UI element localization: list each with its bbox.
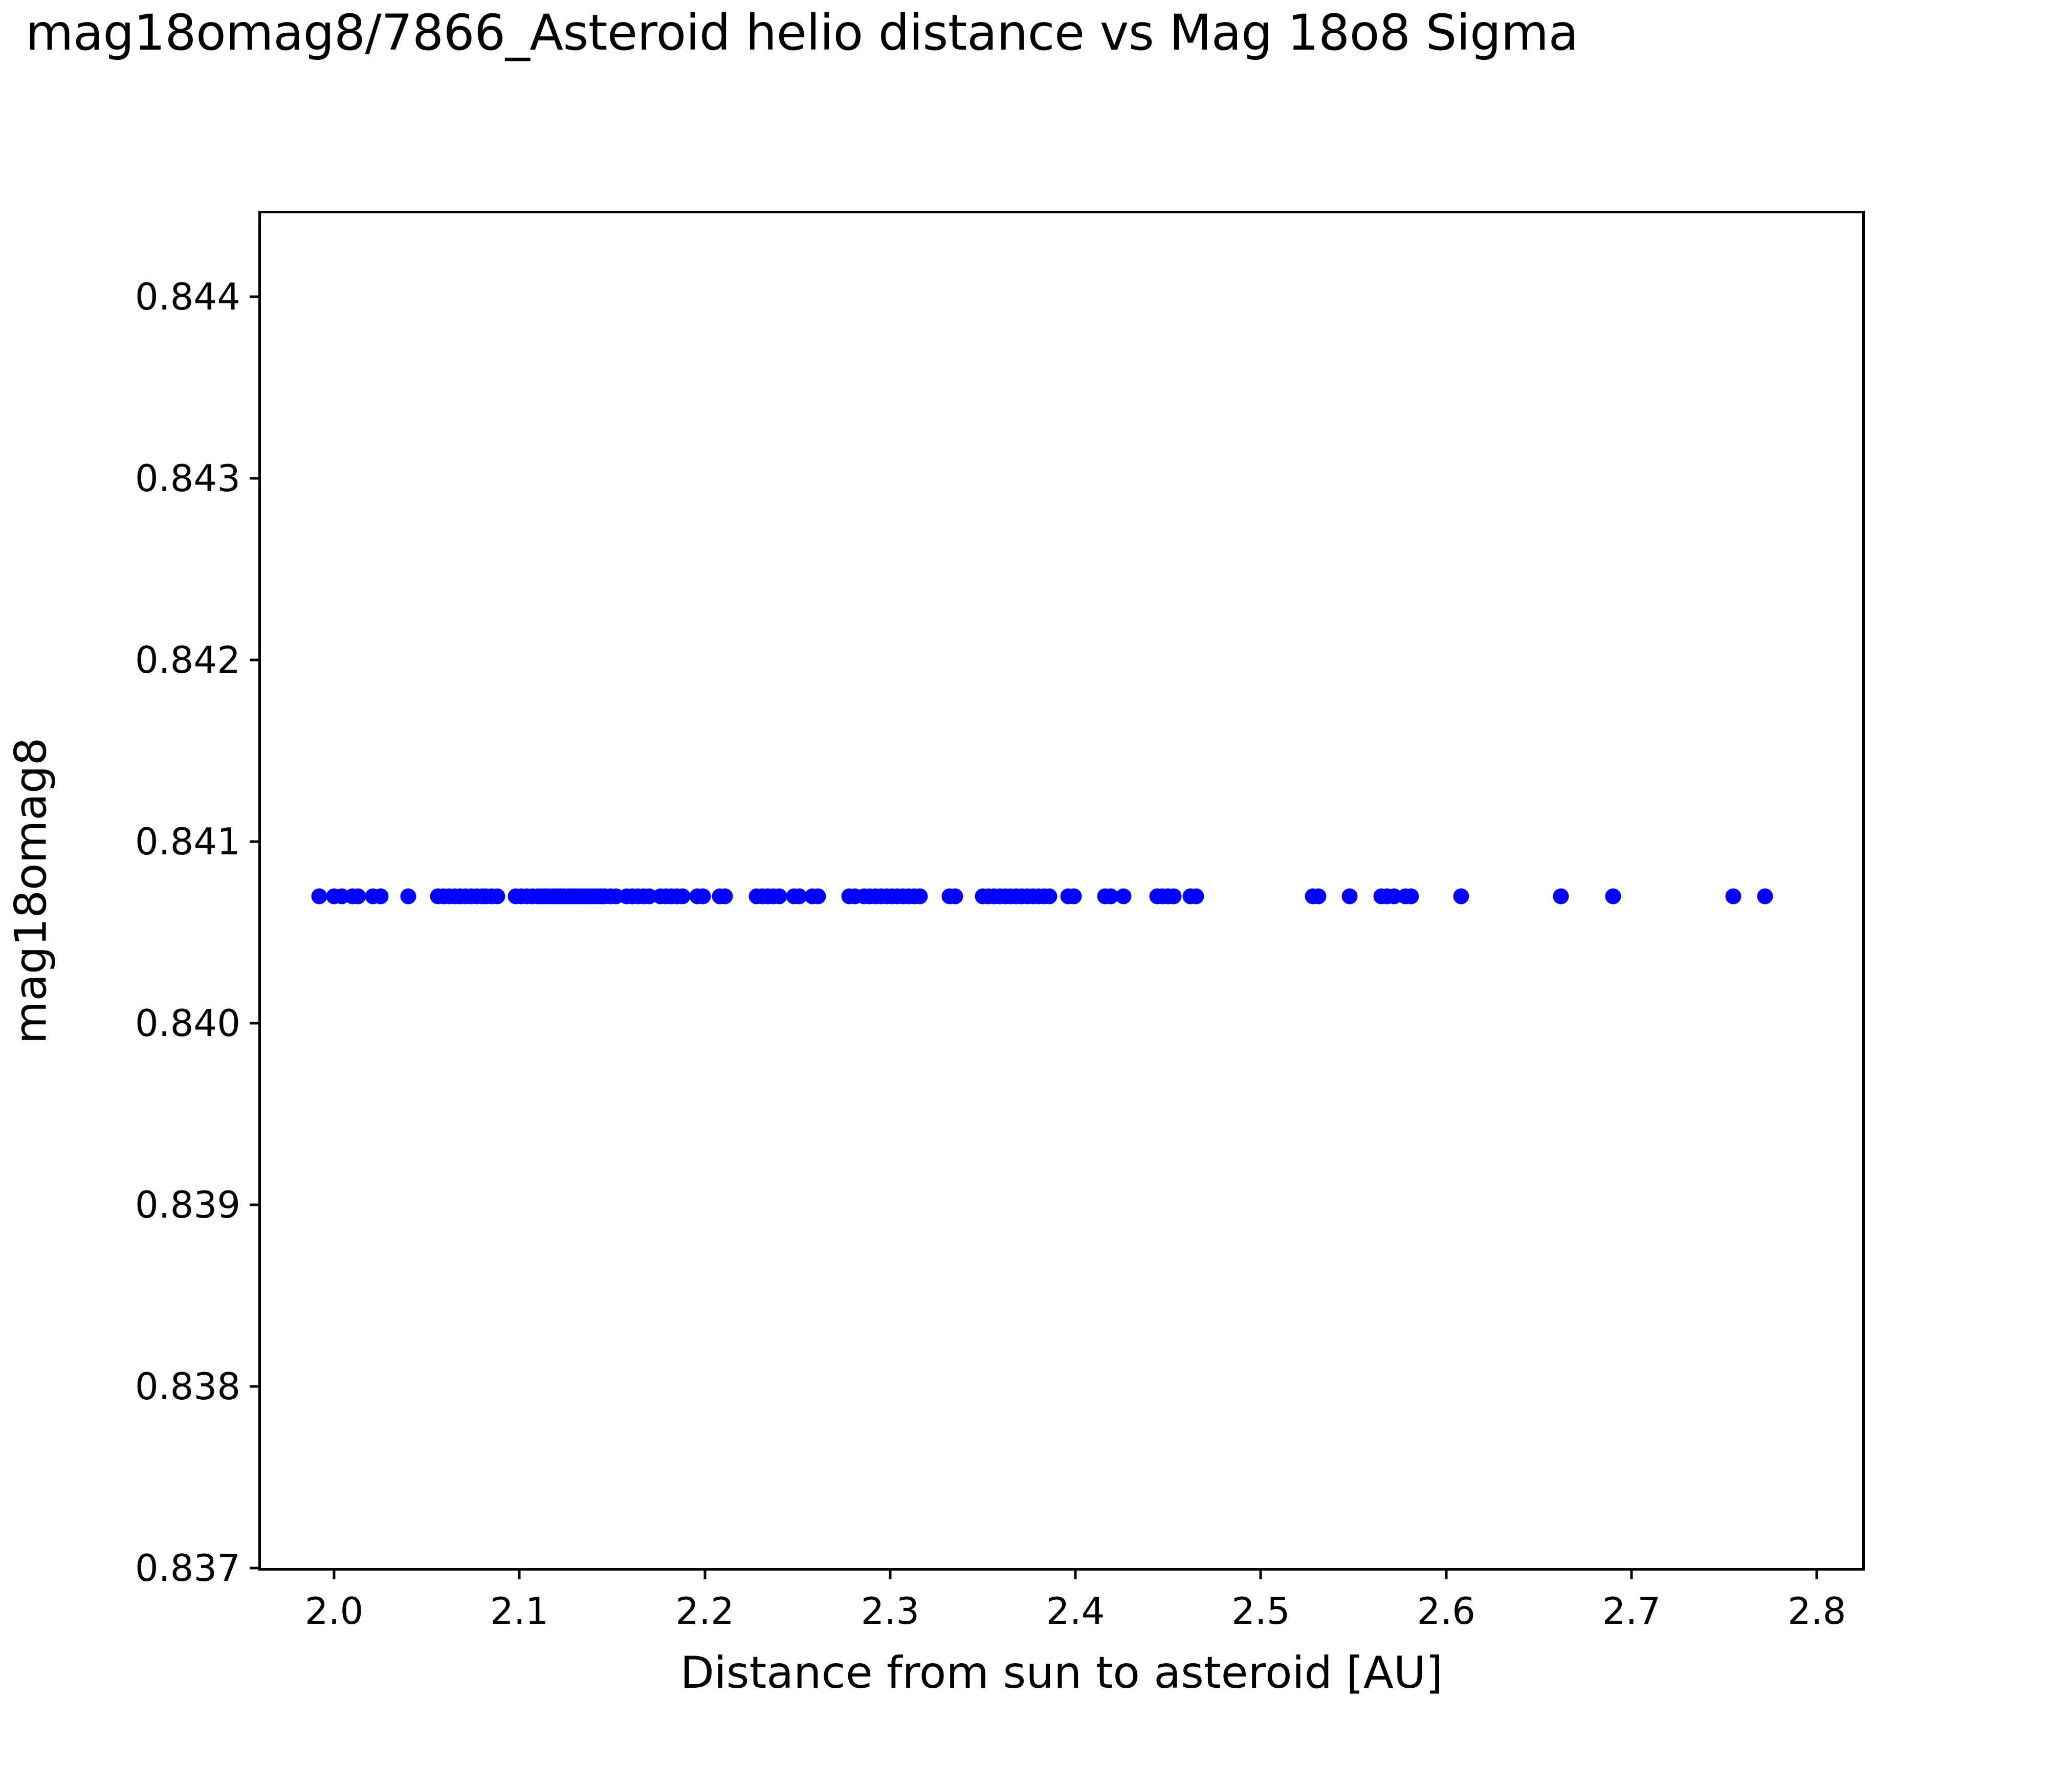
- x-tick-mark: [1445, 1568, 1448, 1579]
- y-tick-mark: [250, 295, 261, 298]
- plot-area: [261, 213, 1862, 1568]
- x-tick-mark: [333, 1568, 336, 1579]
- y-tick-mark: [250, 477, 261, 480]
- scatter-point: [695, 888, 711, 904]
- scatter-point: [1605, 888, 1621, 904]
- plot-frame: 0.837 0.838 0.839 0.840 0.841 0.842 0.843 0.844…: [135, 211, 1865, 1632]
- x-tick-mark: [1074, 1568, 1077, 1579]
- y-tick-mark: [250, 1203, 261, 1206]
- scatter-point: [1188, 888, 1204, 904]
- scatter-point: [1066, 888, 1082, 904]
- x-tick-mark: [1259, 1568, 1262, 1579]
- y-tick-mark: [250, 1022, 261, 1025]
- scatter-point: [1453, 888, 1469, 904]
- scatter-point: [810, 888, 826, 904]
- y-tick-mark: [250, 658, 261, 661]
- scatter-point: [1757, 888, 1773, 904]
- scatter-point: [1165, 888, 1182, 904]
- scatter-point: [1553, 888, 1569, 904]
- scatter-point: [1725, 888, 1742, 904]
- scatter-point: [311, 888, 327, 904]
- y-tick-label: 0.838: [135, 1365, 240, 1408]
- y-tick-mark: [250, 1385, 261, 1388]
- y-tick-label: 0.842: [135, 638, 240, 682]
- x-tick-mark: [518, 1568, 521, 1579]
- x-tick-label: 2.2: [675, 1590, 734, 1632]
- scatter-point: [717, 888, 733, 904]
- y-tick-mark: [250, 1567, 261, 1570]
- x-tick-mark: [703, 1568, 707, 1579]
- y-axis-label: mag18omag8: [0, 211, 61, 1571]
- y-tick-mark: [250, 840, 261, 843]
- y-axis-label-text: mag18omag8: [5, 737, 56, 1044]
- scatter-point: [1403, 888, 1419, 904]
- scatter-point: [771, 888, 787, 904]
- scatter-point: [1310, 888, 1327, 904]
- x-tick-label: 2.3: [861, 1590, 920, 1632]
- chart-title: mag18omag8/7866_Asteroid helio distance …: [26, 4, 1578, 61]
- y-tick-label: 0.843: [135, 457, 240, 500]
- x-tick-label: 2.7: [1602, 1590, 1661, 1632]
- y-tick-label: 0.841: [135, 820, 240, 864]
- scatter-point: [372, 888, 389, 904]
- x-tick-mark: [1630, 1568, 1633, 1579]
- scatter-point: [1115, 888, 1132, 904]
- x-tick-mark: [1815, 1568, 1818, 1579]
- scatter-point: [947, 888, 963, 904]
- scatter-point: [350, 888, 366, 904]
- y-tick-label: 0.840: [135, 1002, 240, 1045]
- scatter-point: [912, 888, 928, 904]
- x-tick-label: 2.6: [1417, 1590, 1475, 1632]
- x-tick-label: 2.5: [1231, 1590, 1290, 1632]
- scatter-point: [674, 888, 691, 904]
- scatter-point: [1041, 888, 1057, 904]
- x-tick-label: 2.4: [1046, 1590, 1105, 1632]
- scatter-point: [489, 888, 505, 904]
- x-axis-label: Distance from sun to asteroid [AU]: [680, 1647, 1443, 1698]
- y-tick-label: 0.839: [135, 1183, 240, 1227]
- scatter-point: [400, 888, 416, 904]
- x-tick-label: 2.0: [304, 1590, 364, 1632]
- scatter-point: [1341, 888, 1358, 904]
- x-tick-label: 2.1: [490, 1590, 549, 1632]
- x-tick-mark: [889, 1568, 892, 1579]
- y-tick-label: 0.837: [135, 1547, 240, 1590]
- y-tick-label: 0.844: [135, 275, 240, 319]
- x-tick-label: 2.8: [1787, 1590, 1846, 1632]
